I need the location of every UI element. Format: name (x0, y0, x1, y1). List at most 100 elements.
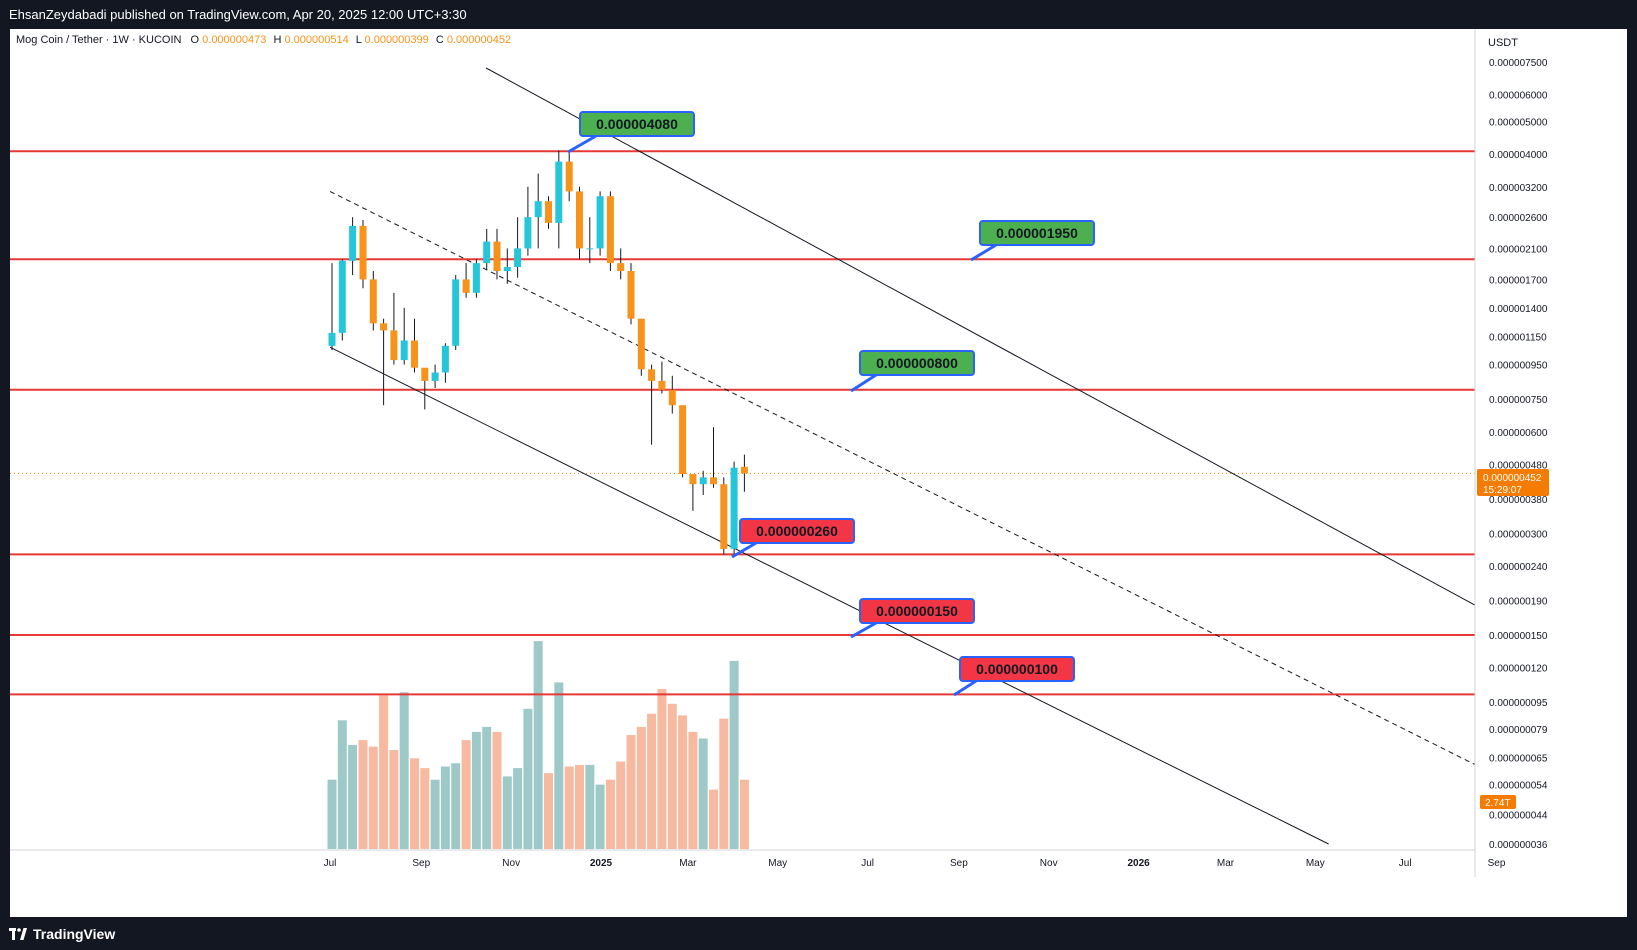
price-axis[interactable]: USDT 0.000007500 0.000006000 0.000005000 0.… (1474, 29, 1627, 877)
candle[interactable] (720, 477, 728, 555)
candle[interactable] (699, 470, 707, 495)
price-label-resistance[interactable]: 0.000000800 (850, 350, 975, 393)
candle[interactable] (493, 228, 501, 280)
label-pointer (850, 373, 877, 393)
volume-bar (502, 776, 512, 849)
tradingview-brand: TradingView (33, 926, 116, 942)
candle[interactable] (400, 307, 408, 365)
candle[interactable] (658, 361, 666, 394)
time-axis[interactable]: Jul Sep Nov 2025 Mar May Jul Sep Nov 2026 Mar May Ju… (10, 849, 1506, 869)
legend-l-value: 0.000000399 (365, 34, 429, 46)
time-tick-label: Jul (1399, 858, 1412, 869)
descending-channel (329, 67, 1533, 845)
channel-lower-line[interactable] (329, 346, 1329, 845)
candle[interactable] (359, 220, 367, 289)
candle-body (555, 161, 563, 223)
legend-h-value: 0.000000514 (284, 34, 348, 46)
candle[interactable] (679, 405, 687, 478)
candle[interactable] (617, 248, 625, 280)
label-text: 0.000000800 (876, 355, 958, 371)
candle[interactable] (565, 150, 573, 202)
price-tick-label: 0.000000150 (1489, 631, 1548, 642)
volume-bar (688, 731, 698, 849)
price-tick-label: 0.000000120 (1489, 664, 1548, 675)
candle[interactable] (503, 248, 511, 284)
candle[interactable] (411, 318, 418, 373)
candle[interactable] (648, 364, 656, 445)
volume-bar (575, 764, 584, 850)
price-tick-label: 0.000000036 (1489, 840, 1548, 851)
tradingview-logo[interactable]: TradingView (9, 925, 115, 943)
candle[interactable] (452, 275, 460, 350)
candle[interactable] (380, 318, 388, 406)
price-tick-label: 0.000000600 (1489, 428, 1548, 439)
candle-body (679, 405, 687, 474)
volume-bars (327, 641, 749, 850)
candle[interactable] (431, 364, 439, 388)
volume-badge: 2.74T (1480, 795, 1516, 809)
candle[interactable] (534, 173, 542, 249)
candle[interactable] (421, 367, 429, 410)
candle-body (380, 323, 388, 331)
candle[interactable] (524, 186, 532, 256)
chart-frame[interactable]: 0.000004080 0.000001950 0.000000800 0.00000… (10, 29, 1627, 917)
candle[interactable] (390, 292, 398, 365)
candle[interactable] (668, 375, 676, 414)
label-box (959, 656, 1075, 682)
candle[interactable] (710, 427, 717, 488)
price-tick-label: 0.000000079 (1489, 725, 1548, 736)
candle[interactable] (627, 263, 635, 325)
time-tick-label: Mar (679, 858, 697, 869)
channel-middle-line[interactable] (329, 190, 1533, 794)
candle-body (503, 267, 511, 271)
candle-body (565, 161, 573, 192)
price-chart[interactable]: 0.000004080 0.000001950 0.000000800 0.00000… (10, 29, 1627, 917)
price-tick-label: 0.000001400 (1489, 304, 1548, 315)
time-tick-label: Sep (412, 858, 430, 869)
candle[interactable] (545, 196, 552, 229)
candle-body (462, 279, 470, 293)
candle[interactable] (606, 191, 614, 271)
price-label-resistance[interactable]: 0.000004080 (567, 111, 695, 154)
candle-body (400, 340, 408, 361)
volume-bar (358, 740, 368, 849)
candle[interactable] (637, 318, 645, 376)
candle[interactable] (462, 263, 470, 298)
candle[interactable] (349, 217, 357, 276)
legend-symbol: Mog Coin / Tether · 1W · KUCOIN (16, 34, 182, 46)
candle[interactable] (328, 263, 336, 350)
candle[interactable] (576, 186, 583, 260)
candle[interactable] (689, 474, 697, 511)
volume-bar (616, 761, 626, 849)
volume-bar (430, 779, 440, 849)
candle[interactable] (472, 259, 480, 298)
channel-upper-line[interactable] (485, 67, 1533, 637)
price-label-support[interactable]: 0.000000150 (850, 598, 975, 639)
candle[interactable] (514, 217, 522, 278)
label-text: 0.000000150 (876, 603, 958, 619)
candle[interactable] (740, 454, 748, 492)
label-box (579, 111, 695, 137)
candle[interactable] (555, 150, 563, 249)
candle[interactable] (369, 271, 377, 331)
candle[interactable] (441, 343, 449, 383)
volume-bar (523, 708, 533, 850)
price-label-support[interactable]: 0.000000260 (731, 518, 855, 559)
volume-bar (719, 718, 729, 849)
candle[interactable] (338, 259, 346, 341)
candle[interactable] (483, 228, 491, 270)
volume-bar (461, 740, 471, 849)
label-pointer (953, 679, 977, 697)
volume-bar (678, 715, 688, 850)
price-tick-label: 0.000000095 (1489, 698, 1548, 709)
volume-bar (337, 720, 347, 849)
candle[interactable] (730, 461, 738, 555)
candle[interactable] (586, 217, 594, 264)
legend-c-label: C (436, 34, 444, 46)
price-label-support[interactable]: 0.000000100 (953, 656, 1075, 697)
price-label-resistance[interactable]: 0.000001950 (970, 220, 1095, 262)
candle[interactable] (596, 191, 604, 256)
volume-bar (451, 763, 461, 849)
label-pointer (731, 541, 757, 559)
volume-bar (544, 773, 553, 849)
